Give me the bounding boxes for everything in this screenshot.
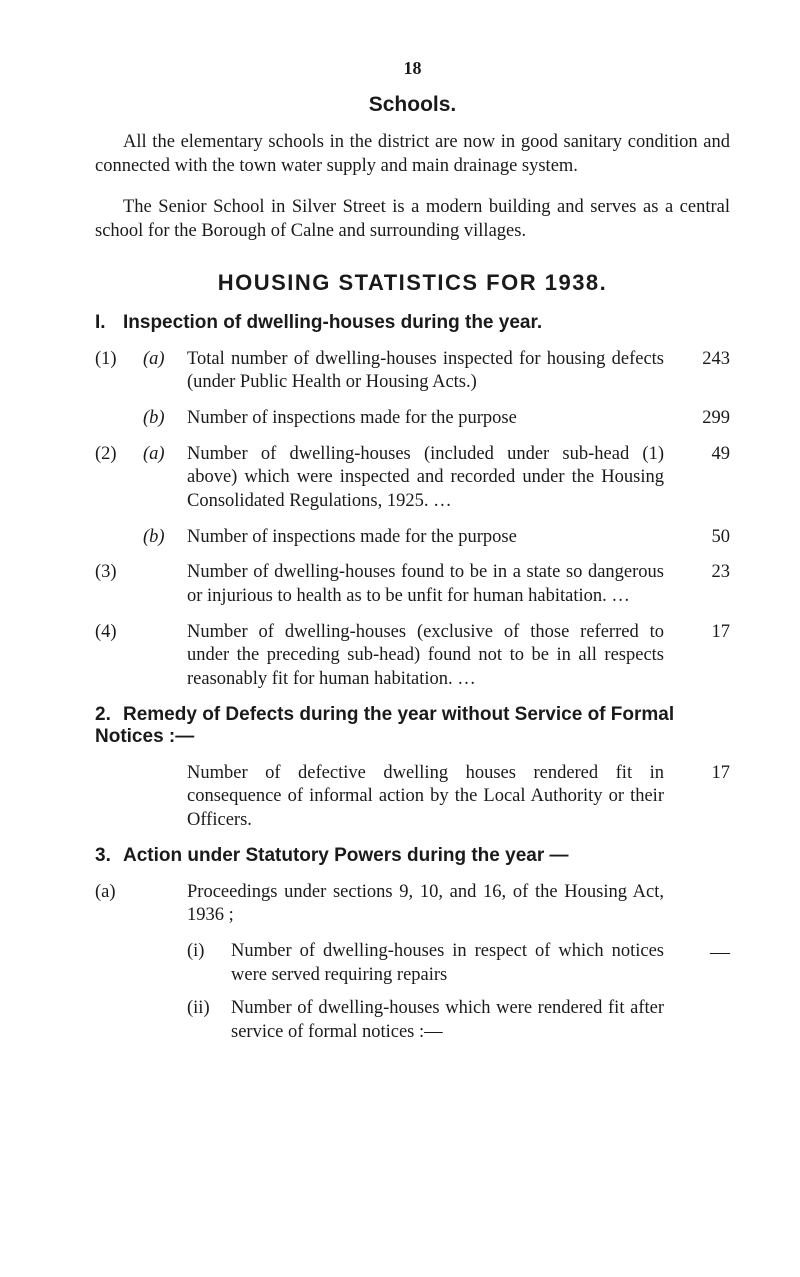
s1-item-2: (b) Number of inspections made for the p… bbox=[95, 407, 730, 431]
s1-item-3: (2) (a) Number of dwelling-houses (inclu… bbox=[95, 443, 730, 514]
s1-item-6-text: Number of dwelling-houses (exclusive of … bbox=[187, 621, 674, 692]
s1-item-1-val: 243 bbox=[674, 348, 730, 372]
s3-sub-1: (i) Number of dwelling-houses in respect… bbox=[95, 940, 730, 987]
s3-a-text: Proceedings under sections 9, 10, and 16… bbox=[187, 881, 674, 928]
section-3-num: 3. bbox=[95, 845, 123, 867]
section-1-num: I. bbox=[95, 312, 123, 334]
s1-item-6: (4) Number of dwelling-houses (exclusive… bbox=[95, 621, 730, 692]
s1-item-3-b-label: (a) bbox=[143, 444, 165, 464]
schools-para-1-text: All the elementary schools in the distri… bbox=[95, 132, 730, 176]
schools-para-1: All the elementary schools in the distri… bbox=[95, 131, 730, 178]
s1-item-5-a: (3) bbox=[95, 561, 143, 585]
s1-item-2-val: 299 bbox=[674, 407, 730, 431]
s1-item-4-b-label: (b) bbox=[143, 527, 165, 547]
section-3-title: Action under Statutory Powers during the… bbox=[123, 845, 569, 866]
section-2-heading: 2.Remedy of Defects during the year with… bbox=[95, 704, 730, 748]
s2-row: Number of defective dwelling houses rend… bbox=[95, 762, 730, 833]
s2-row-val: 17 bbox=[674, 762, 730, 786]
s3-sub-1-rom: (i) bbox=[187, 940, 231, 964]
section-2-title: Remedy of Defects during the year withou… bbox=[95, 704, 674, 747]
page-number: 18 bbox=[95, 58, 730, 79]
section-2-num: 2. bbox=[95, 704, 123, 726]
schools-para-2: The Senior School in Silver Street is a … bbox=[95, 196, 730, 243]
section-3-heading: 3.Action under Statutory Powers during t… bbox=[95, 845, 730, 867]
page: 18 Schools. All the elementary schools i… bbox=[0, 0, 800, 1277]
section-1-heading: I.Inspection of dwelling-houses during t… bbox=[95, 312, 730, 334]
s1-item-2-text: Number of inspections made for the purpo… bbox=[187, 407, 674, 431]
s1-item-4-val: 50 bbox=[674, 526, 730, 550]
s3-a-row: (a) Proceedings under sections 9, 10, an… bbox=[95, 881, 730, 928]
s1-item-5-val: 23 bbox=[674, 561, 730, 585]
s3-sub-2-rom: (ii) bbox=[187, 997, 231, 1021]
s1-item-3-b: (a) bbox=[143, 443, 187, 467]
s1-item-1: (1) (a) Total number of dwelling-houses … bbox=[95, 348, 730, 395]
s3-a-label: (a) bbox=[95, 881, 143, 905]
schools-para-2-text: The Senior School in Silver Street is a … bbox=[95, 197, 730, 241]
s1-item-6-a: (4) bbox=[95, 621, 143, 645]
s3-sub-1-text: Number of dwelling-houses in respect of … bbox=[231, 940, 674, 987]
s1-item-5: (3) Number of dwelling-houses found to b… bbox=[95, 561, 730, 608]
housing-stats-heading: HOUSING STATISTICS FOR 1938. bbox=[95, 270, 730, 296]
s3-sub-2-text: Number of dwelling-houses which were ren… bbox=[231, 997, 674, 1044]
s1-item-3-a: (2) bbox=[95, 443, 143, 467]
s1-item-4-text: Number of inspections made for the purpo… bbox=[187, 526, 674, 550]
s1-item-5-text: Number of dwelling-houses found to be in… bbox=[187, 561, 674, 608]
s1-item-4-b: (b) bbox=[143, 526, 187, 550]
s1-item-1-text: Total number of dwelling-houses inspecte… bbox=[187, 348, 674, 395]
s1-item-2-b: (b) bbox=[143, 407, 187, 431]
s1-item-3-text: Number of dwelling-houses (included unde… bbox=[187, 443, 674, 514]
s1-item-4: (b) Number of inspections made for the p… bbox=[95, 526, 730, 550]
s3-sub-1-val: — bbox=[674, 940, 730, 966]
s1-item-6-val: 17 bbox=[674, 621, 730, 645]
s1-item-2-b-label: (b) bbox=[143, 408, 165, 428]
section-1-title: Inspection of dwelling-houses during the… bbox=[123, 312, 542, 333]
s3-sub-2: (ii) Number of dwelling-houses which wer… bbox=[95, 997, 730, 1044]
s1-item-3-val: 49 bbox=[674, 443, 730, 467]
s2-row-text: Number of defective dwelling houses rend… bbox=[187, 762, 674, 833]
s1-item-1-b: (a) bbox=[143, 348, 187, 372]
schools-heading: Schools. bbox=[95, 93, 730, 117]
s1-item-1-b-label: (a) bbox=[143, 349, 165, 369]
s1-item-1-a: (1) bbox=[95, 348, 143, 372]
